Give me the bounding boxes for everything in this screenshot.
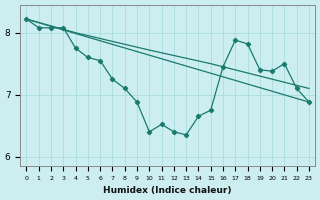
- X-axis label: Humidex (Indice chaleur): Humidex (Indice chaleur): [103, 186, 232, 195]
